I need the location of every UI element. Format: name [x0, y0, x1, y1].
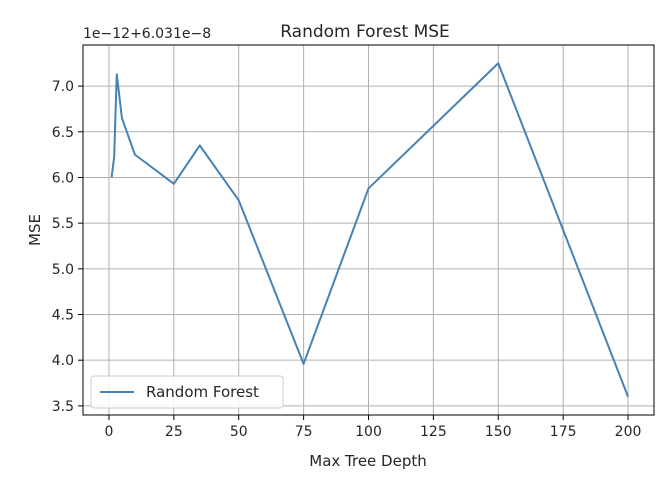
y-tick-label: 7.0 [52, 79, 74, 95]
x-axis-label: Max Tree Depth [309, 452, 427, 470]
legend: Random Forest [90, 375, 284, 409]
legend-box [90, 375, 284, 409]
y-axis-label: MSE [26, 214, 44, 246]
x-tick-label: 50 [230, 424, 248, 440]
grid [83, 45, 654, 415]
series-lines [110, 62, 629, 398]
y-tick-label: 4.0 [52, 353, 74, 369]
y-tick-label: 6.0 [52, 170, 74, 186]
y-axis-ticks: 3.5 4.0 4.5 5.0 5.5 6.0 6.5 7.0 [52, 79, 83, 415]
x-tick-label: 0 [104, 424, 113, 440]
x-tick-label: 100 [355, 424, 382, 440]
x-tick-label: 150 [485, 424, 512, 440]
y-tick-label: 5.5 [52, 216, 74, 232]
chart-title: Random Forest MSE [280, 22, 450, 42]
x-tick-label: 25 [165, 424, 183, 440]
legend-label: Random Forest [146, 383, 259, 401]
x-axis-ticks: 0 25 50 75 100 125 150 175 200 [104, 415, 641, 440]
series-line [110, 62, 629, 398]
x-tick-label: 175 [550, 424, 577, 440]
y-tick-label: 6.5 [52, 125, 74, 141]
x-tick-label: 200 [615, 424, 642, 440]
y-tick-label: 4.5 [52, 308, 74, 324]
y-tick-label: 5.0 [52, 262, 74, 278]
y-offset-text: 1e−12+6.031e−8 [83, 26, 211, 42]
x-tick-label: 125 [420, 424, 447, 440]
y-tick-label: 3.5 [52, 399, 74, 415]
x-tick-label: 75 [295, 424, 313, 440]
